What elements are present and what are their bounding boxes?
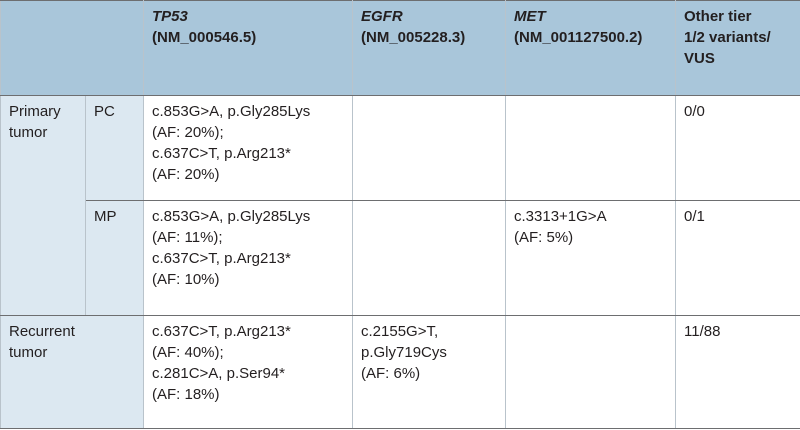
gene-header: MET (NM_001127500.2) [505, 0, 676, 96]
text-line: Other tier [684, 8, 752, 25]
gene-header: EGFR (NM_005228.3) [352, 0, 506, 96]
row-label: MP [85, 200, 144, 316]
text-line: (AF: 40%); [152, 344, 224, 361]
table-row: MP c.853G>A, p.Gly285Lys (AF: 11%); c.637C>… [1, 200, 800, 316]
table-row: Recurrent tumor c.637C>T, p.Arg213* (AF: 40… [0, 315, 800, 429]
gene-name: MET [514, 8, 546, 25]
variant-cell [505, 95, 676, 201]
text-line: (AF: 6%) [361, 365, 421, 382]
text-line: c.3313+1G>A [514, 208, 607, 225]
text-line: c.853G>A, p.Gly285Lys [152, 208, 311, 225]
text-line: c.637C>T, p.Arg213* [152, 250, 291, 267]
text-line: c.637C>T, p.Arg213* [152, 145, 291, 162]
text-line: Primary [9, 103, 61, 120]
text-line: p.Gly719Cys [361, 344, 447, 361]
group-label: Primary tumor [0, 95, 86, 316]
variant-cell [352, 200, 506, 316]
gene-header: TP53 (NM_000546.5) [143, 0, 353, 96]
text-line: (AF: 18%) [152, 386, 220, 403]
text-line: Recurrent [9, 323, 75, 340]
accession: (NM_001127500.2) [514, 29, 643, 46]
header-row: TP53 (NM_000546.5) EGFR (NM_005228.3) MET (NM… [0, 0, 800, 96]
variant-cell [505, 315, 676, 429]
text-line: tumor [9, 344, 48, 361]
group-label: Recurrent tumor [0, 315, 144, 429]
accession: (NM_005228.3) [361, 29, 466, 46]
variant-cell: c.853G>A, p.Gly285Lys (AF: 20%); c.637C>T,… [143, 95, 353, 201]
text-line: c.281C>A, p.Ser94* [152, 365, 286, 382]
corner-cell [0, 0, 144, 96]
text-line: (AF: 11%); [152, 229, 223, 246]
text-line: tumor [9, 124, 48, 141]
variant-cell: c.853G>A, p.Gly285Lys (AF: 11%); c.637C>T,… [143, 200, 353, 316]
gene-name: TP53 [152, 8, 188, 25]
table-row: Primary tumor PC c.853G>A, p.Gly285Lys (AF: … [0, 95, 800, 316]
variant-cell [352, 95, 506, 201]
other-header: Other tier 1/2 variants/VUS [675, 0, 800, 96]
other-cell: 0/0 [675, 95, 800, 201]
accession: (NM_000546.5) [152, 29, 257, 46]
text-line: (AF: 10%) [152, 271, 220, 288]
text-line: VUS [684, 50, 715, 67]
text-line: (AF: 20%) [152, 166, 220, 183]
text-line: c.637C>T, p.Arg213* [152, 323, 291, 340]
text-line: c.853G>A, p.Gly285Lys [152, 103, 311, 120]
row-label: PC [85, 95, 144, 201]
text-line: (AF: 5%) [514, 229, 574, 246]
text-line: (AF: 20%); [152, 124, 224, 141]
other-cell: 11/88 [675, 315, 800, 429]
variant-cell: c.2155G>T, p.Gly719Cys (AF: 6%) [352, 315, 506, 429]
variant-cell: c.637C>T, p.Arg213* (AF: 40%); c.281C>A, p… [143, 315, 353, 429]
variant-cell: c.3313+1G>A (AF: 5%) [505, 200, 676, 316]
other-cell: 0/1 [675, 200, 800, 316]
text-line: 1/2 variants/ [684, 29, 771, 46]
text-line: c.2155G>T, [361, 323, 439, 340]
gene-name: EGFR [361, 8, 403, 25]
